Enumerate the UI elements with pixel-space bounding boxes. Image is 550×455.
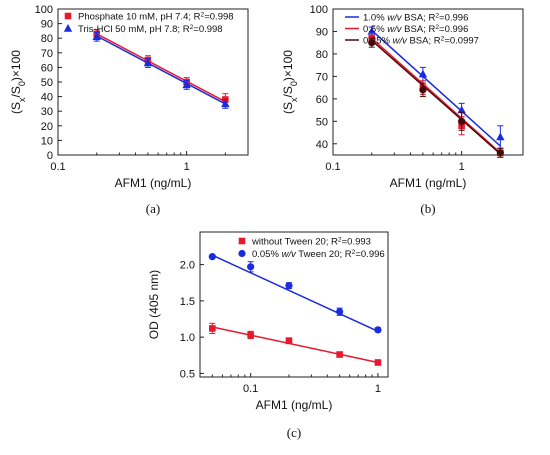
x-axis-title: AFM1 (ng/mL) (256, 398, 333, 412)
y-axis-title: (Sx/S0)×100 (281, 50, 299, 114)
y-tick-label: 90 (316, 26, 328, 38)
data-point (457, 105, 466, 114)
legend-swatch (238, 249, 246, 258)
chart-panel-c: 0.5 1.0 1.5 2.0 0.1 1 AFM1 (ng/mL) OD (405 nm) w… (147, 231, 389, 440)
panel-label: (a) (146, 201, 160, 216)
data-point (208, 253, 216, 261)
x-tick-label: 0.1 (243, 383, 258, 395)
x-tick-label: 0.1 (325, 161, 340, 173)
y-axis-title: (Sx/S0)×100 (9, 50, 27, 114)
y-tick-label: 90 (41, 19, 53, 31)
y-tick-label: 2.0 (180, 260, 195, 272)
y-tick-label: 0.5 (180, 368, 195, 380)
data-point (419, 86, 427, 94)
y-tick-label: 40 (316, 139, 328, 151)
chart-panel-a: 0 10 20 30 40 50 60 70 80 90 100 0.1 1 AFM1 (ng/mL) (S… (9, 4, 249, 216)
y-tick-label: 60 (41, 62, 53, 74)
legend-entry: without Tween 20; R2=0.993 (251, 236, 371, 248)
legend-entry: 1.0% w/v BSA; R2=0.996 (363, 12, 468, 24)
fit-line (96, 35, 226, 105)
data-point (182, 80, 191, 89)
data-point (458, 117, 466, 125)
panel-label: (b) (420, 201, 435, 216)
y-tick-label: 80 (316, 49, 328, 61)
data-point (418, 69, 428, 78)
y-axis-title: OD (405 nm) (147, 270, 161, 339)
x-axis-title: AFM1 (ng/mL) (115, 176, 192, 190)
panel-label: (c) (287, 425, 301, 440)
legend-entry: 0.05% w/v Tween 20; R2=0.996 (252, 249, 385, 261)
chart-panel-b: 40 50 60 70 80 90 100 0.1 1 AFM1 (ng/mL) (Sx/S0)×1… (281, 4, 524, 216)
x-tick-label: 1 (375, 383, 381, 395)
series-2 (208, 253, 382, 334)
data-point (336, 351, 343, 358)
x-tick-label: 1 (459, 161, 465, 173)
data-point (247, 263, 255, 271)
x-tick-label: 0.1 (50, 161, 65, 173)
fit-line (212, 326, 379, 364)
data-point (496, 149, 504, 157)
y-tick-label: 50 (316, 116, 328, 128)
data-point (285, 282, 293, 290)
data-point (221, 99, 230, 108)
y-tick-label: 80 (41, 33, 53, 45)
series-1 (209, 322, 382, 366)
data-point (209, 325, 216, 332)
data-point (496, 132, 505, 141)
data-point (374, 326, 382, 334)
legend-entry: 0.5% w/v BSA; R2=0.996 (363, 24, 468, 36)
plot-frame (199, 231, 389, 378)
fit-line (371, 29, 501, 147)
fit-line (371, 39, 501, 155)
data-point (143, 58, 153, 67)
y-tick-label: 100 (35, 4, 53, 16)
y-tick-label: 0 (47, 150, 53, 162)
fit-line (96, 33, 226, 103)
plot-frame (332, 8, 524, 156)
legend-swatch (238, 237, 246, 245)
data-point (285, 337, 293, 345)
y-tick-label: 1.5 (180, 296, 195, 308)
y-tick-label: 100 (310, 4, 328, 16)
fit-line (371, 37, 501, 154)
legend-entry: Phosphate 10 mM, pH 7.4; R2=0.998 (78, 11, 234, 23)
data-point (247, 331, 254, 339)
legend: Phosphate 10 mM, pH 7.4; R2=0.998Tris-HC… (63, 11, 234, 36)
legend-entry: 0.25% w/v BSA; R2=0.0997 (363, 35, 479, 47)
data-point (374, 359, 382, 366)
fit-line (212, 254, 379, 333)
legend-swatch (64, 12, 72, 20)
data-point (368, 39, 376, 47)
y-tick-label: 1.0 (180, 332, 195, 344)
y-tick-label: 70 (41, 48, 53, 60)
data-point (336, 308, 344, 316)
legend-swatch (63, 24, 73, 32)
x-axis-title: AFM1 (ng/mL) (390, 176, 467, 190)
data-point (367, 26, 376, 35)
y-tick-label: 40 (41, 92, 53, 104)
x-tick-label: 1 (184, 161, 190, 173)
y-tick-label: 20 (41, 121, 53, 133)
series-3 (368, 37, 504, 158)
data-point (92, 32, 101, 40)
y-tick-label: 10 (41, 135, 53, 147)
series-2 (92, 31, 230, 109)
y-tick-label: 70 (316, 71, 328, 83)
legend-entry: Tris-HCl 50 mM, pH 7.8; R2=0.998 (78, 24, 223, 36)
y-tick-label: 60 (316, 94, 328, 106)
y-tick-label: 30 (41, 106, 53, 118)
y-tick-label: 50 (41, 77, 53, 89)
